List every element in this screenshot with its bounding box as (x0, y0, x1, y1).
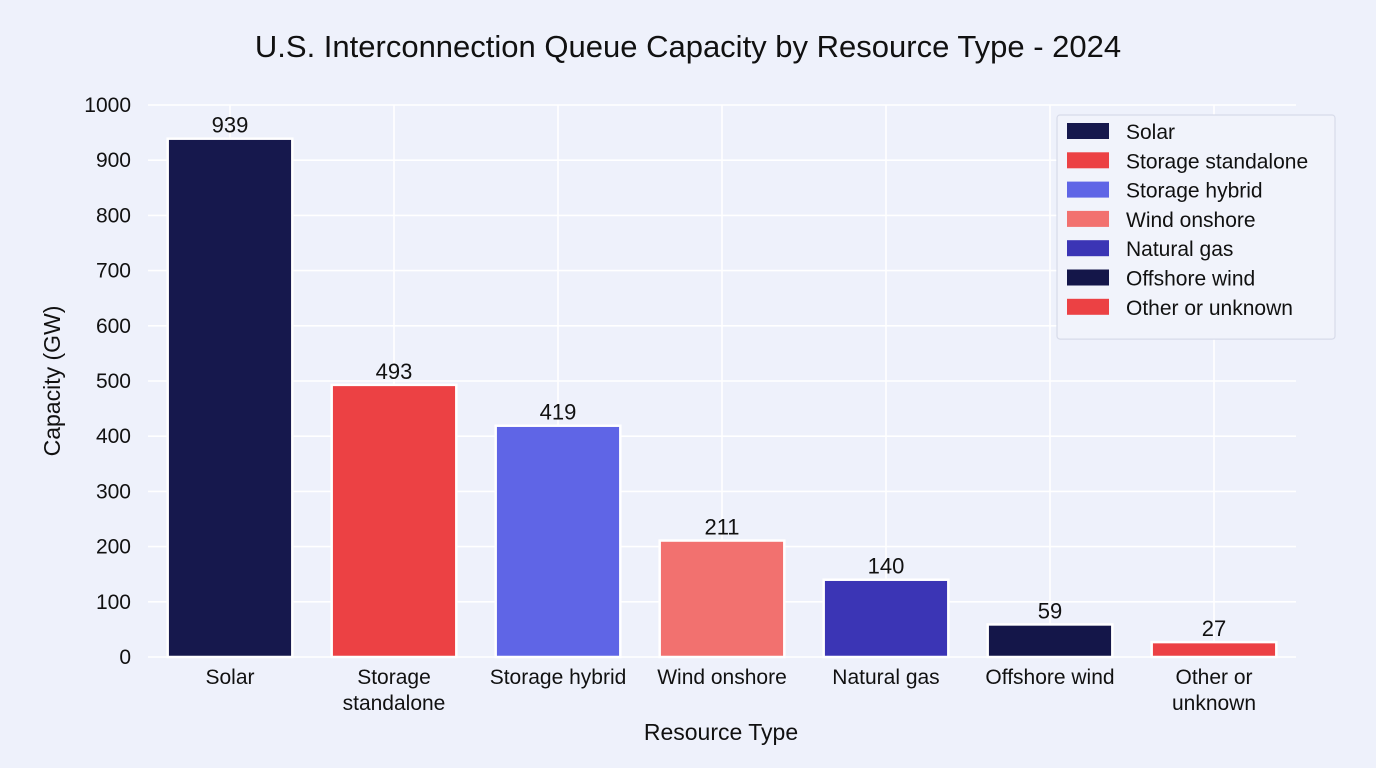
legend-swatch (1067, 210, 1109, 227)
y-tick-label: 0 (119, 646, 131, 669)
data-label: 419 (540, 400, 577, 425)
chart-title: U.S. Interconnection Queue Capacity by R… (255, 29, 1121, 64)
x-tick-label: Offshore wind (985, 666, 1114, 689)
data-label: 493 (376, 359, 413, 384)
data-label: 140 (868, 554, 905, 579)
legend-swatch (1067, 123, 1109, 139)
legend-label: Other or unknown (1126, 297, 1293, 320)
x-tick-label-line: Other or (1175, 666, 1252, 689)
bar-wind-onshore (658, 539, 786, 659)
y-tick-label: 700 (96, 260, 131, 283)
legend-swatch (1067, 240, 1109, 257)
bar-solar (166, 137, 294, 659)
bar-natural-gas (822, 578, 950, 659)
data-label: 59 (1038, 598, 1062, 623)
x-tick-label: Storage hybrid (490, 666, 627, 689)
x-axis-title: Resource Type (644, 719, 798, 745)
legend-label: Natural gas (1126, 238, 1233, 261)
y-axis-ticks: 0 100 200 300 400 500 600 700 800 900 1000 (84, 94, 131, 669)
bar-storage-hybrid (494, 424, 622, 659)
legend: Solar Storage standalone Storage hybrid Win… (1056, 114, 1336, 340)
legend-label: Offshore wind (1126, 268, 1255, 291)
x-tick-label: Wind onshore (657, 666, 787, 689)
legend-label: Wind onshore (1126, 209, 1256, 232)
x-tick-label: Solar (205, 666, 254, 689)
legend-swatch (1067, 269, 1109, 286)
bar-other-or-unknown (1150, 640, 1278, 659)
x-tick-label-line: Storage (357, 666, 431, 689)
x-tick-label-line: Wind onshore (657, 666, 787, 689)
x-tick-label-line: unknown (1172, 692, 1256, 715)
y-tick-label: 300 (96, 480, 131, 503)
x-tick-label: Other or unknown (1172, 666, 1256, 715)
legend-swatch (1067, 181, 1109, 198)
bar-storage-standalone (330, 383, 458, 659)
legend-swatch (1067, 298, 1109, 315)
x-axis-ticks: Solar Storage standalone Storage hybrid Wind… (205, 666, 1256, 715)
y-axis-title: Capacity (GW) (39, 306, 65, 457)
bars: 939 493 419 211 140 59 27 (166, 113, 1278, 659)
y-tick-label: 500 (96, 370, 131, 393)
x-tick-label-line: Solar (205, 666, 254, 689)
data-label: 27 (1202, 616, 1226, 641)
legend-label: Storage standalone (1126, 150, 1308, 173)
legend-frame (1056, 114, 1336, 340)
y-tick-label: 600 (96, 315, 131, 338)
x-tick-label: Storage standalone (343, 666, 446, 715)
legend-swatch (1067, 152, 1109, 169)
x-tick-label-line: standalone (343, 692, 446, 715)
bar-offshore-wind (986, 623, 1114, 659)
y-tick-label: 100 (96, 591, 131, 614)
y-tick-label: 1000 (84, 94, 131, 117)
y-tick-label: 400 (96, 425, 131, 448)
x-tick-label: Natural gas (832, 666, 939, 689)
y-tick-label: 800 (96, 204, 131, 227)
x-tick-label-line: Natural gas (832, 666, 939, 689)
x-tick-label-line: Offshore wind (985, 666, 1114, 689)
data-label: 939 (212, 113, 249, 138)
x-tick-label-line: Storage hybrid (490, 666, 627, 689)
y-tick-label: 900 (96, 149, 131, 172)
data-label: 211 (704, 515, 739, 540)
y-tick-label: 200 (96, 536, 131, 559)
legend-label: Storage hybrid (1126, 180, 1263, 203)
legend-label: Solar (1126, 121, 1175, 144)
